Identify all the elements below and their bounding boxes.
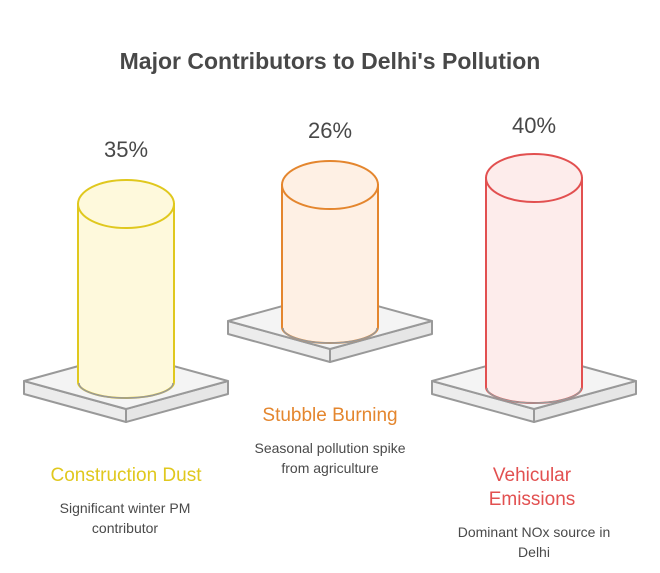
value-label-stubble-burning: 26% bbox=[307, 118, 353, 143]
description-construction-dust: Significant winter PM contributor bbox=[59, 500, 191, 536]
description-vehicular-emissions: Dominant NOx source in Delhi bbox=[457, 524, 611, 560]
cylinder-construction-dust bbox=[77, 179, 175, 399]
cylinder-vehicular-emissions bbox=[485, 153, 583, 404]
description-stubble-burning: Seasonal pollution spike from agricultur… bbox=[254, 440, 406, 476]
category-label-stubble-burning: Stubble Burning bbox=[262, 405, 398, 426]
chart-title: Major Contributors to Delhi's Pollution bbox=[119, 48, 541, 74]
cylinder-stubble-burning bbox=[281, 160, 379, 344]
category-label-construction-dust: Construction Dust bbox=[50, 465, 202, 486]
category-label-vehicular-emissions: Vehicular Emissions bbox=[488, 465, 576, 510]
value-label-vehicular-emissions: 40% bbox=[511, 113, 557, 138]
value-label-construction-dust: 35% bbox=[103, 137, 149, 162]
